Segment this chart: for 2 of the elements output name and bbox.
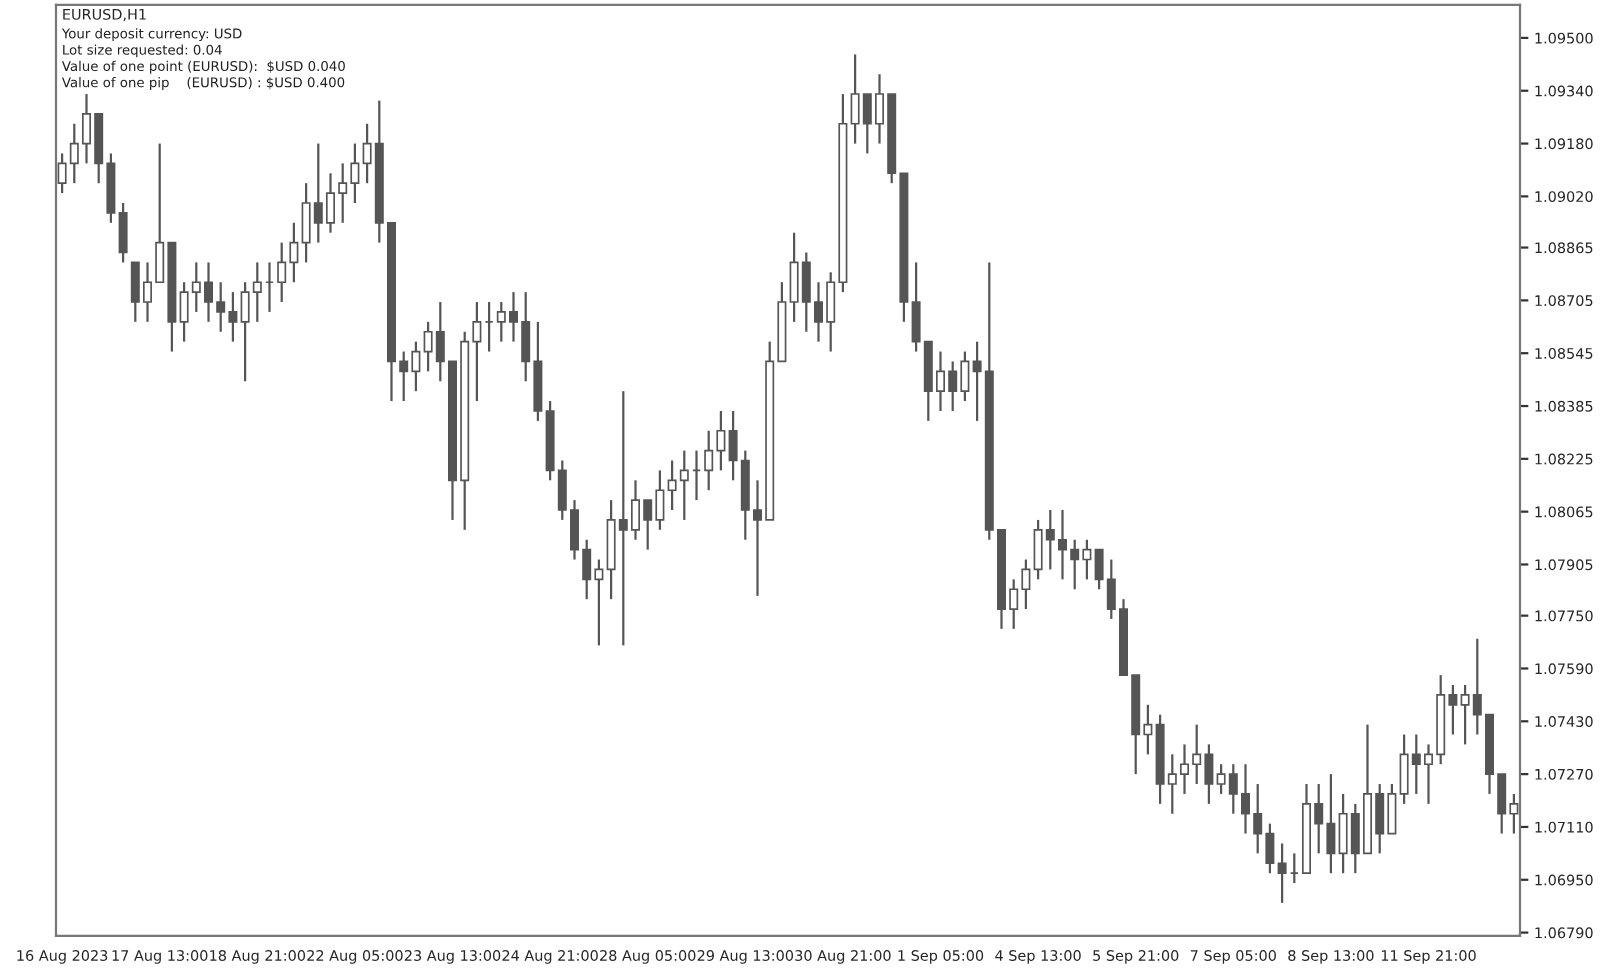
candlestick: [1277, 842, 1287, 904]
candlestick: [118, 201, 128, 264]
